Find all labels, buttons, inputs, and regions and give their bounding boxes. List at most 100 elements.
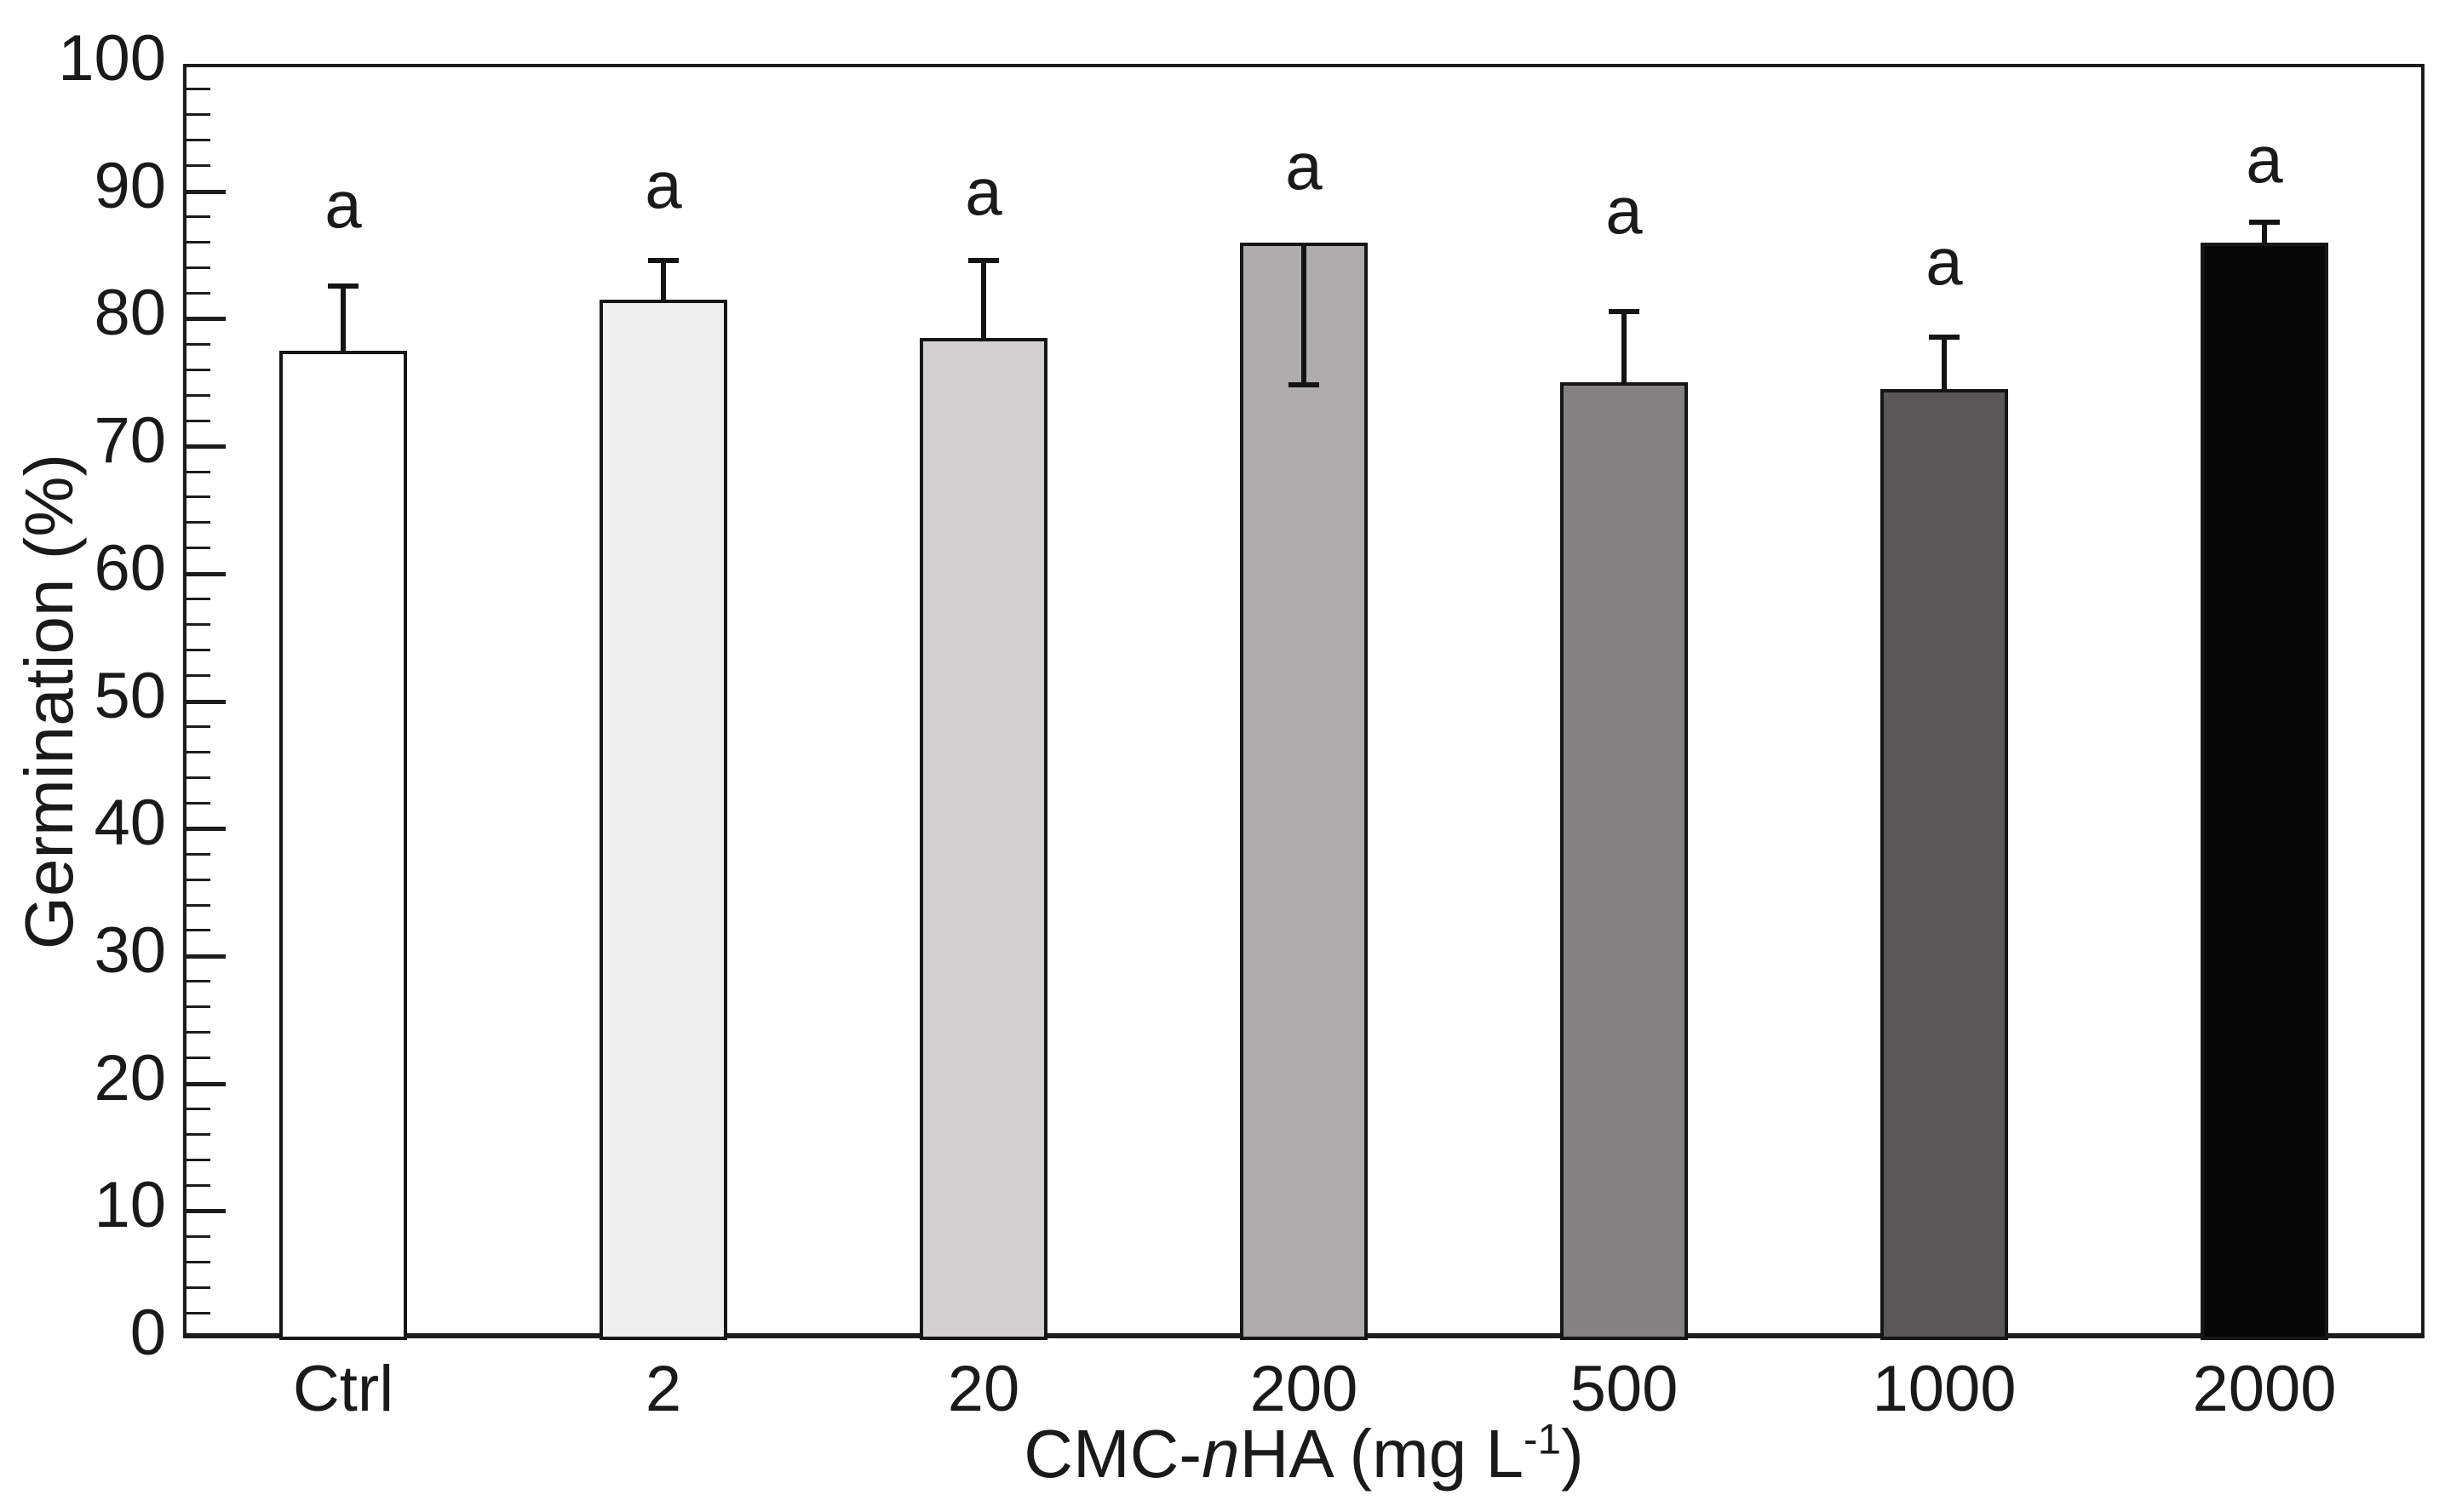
x-axis-title-suffix: ) [1561, 1416, 1584, 1492]
error-bar [1621, 312, 1627, 383]
y-minor-tick [187, 903, 210, 907]
y-tick-label: 70 [94, 404, 166, 478]
y-minor-tick [187, 521, 210, 524]
y-minor-tick [187, 1311, 210, 1314]
error-bar-cap [968, 258, 999, 264]
y-tick-label: 50 [94, 659, 166, 732]
y-minor-tick [187, 291, 210, 295]
y-minor-tick [187, 1286, 210, 1289]
significance-letter: a [965, 153, 1002, 229]
y-minor-tick [187, 342, 210, 346]
y-minor-tick [187, 724, 210, 728]
x-tick-label: Ctrl [292, 1353, 394, 1425]
y-minor-tick [187, 929, 210, 932]
significance-letter: a [324, 166, 362, 242]
significance-letter: a [1925, 224, 1963, 300]
x-tick-label: 2000 [2192, 1353, 2337, 1425]
y-minor-tick [187, 470, 210, 473]
y-minor-tick [187, 1132, 210, 1136]
x-tick-label: 20 [947, 1353, 1020, 1425]
x-axis-title-superscript: -1 [1524, 1415, 1562, 1463]
y-minor-tick [187, 241, 210, 244]
y-major-tick [187, 827, 226, 832]
y-major-tick [187, 1081, 226, 1086]
y-major-tick [187, 444, 226, 450]
error-bar-cap [648, 258, 679, 264]
y-minor-tick [187, 1057, 210, 1060]
bar-Ctrl [279, 350, 407, 1340]
y-minor-tick [187, 1158, 210, 1161]
x-tick-label: 500 [1570, 1353, 1679, 1425]
y-minor-tick [187, 419, 210, 422]
y-minor-tick [187, 649, 210, 652]
y-minor-tick [187, 980, 210, 983]
y-minor-tick [187, 1031, 210, 1034]
bar-20 [920, 337, 1047, 1340]
y-minor-tick [187, 674, 210, 678]
x-tick-label: 1000 [1872, 1353, 2017, 1425]
y-minor-tick [187, 393, 210, 397]
error-bar-cap [1288, 382, 1319, 388]
y-major-tick [187, 189, 226, 194]
y-tick-label: 30 [94, 914, 166, 987]
y-tick-label: 100 [58, 21, 166, 94]
y-minor-tick [187, 495, 210, 499]
error-bar-cap [1929, 334, 1960, 340]
y-major-tick [187, 699, 226, 704]
error-bar-cap [1609, 308, 1639, 314]
y-major-tick [187, 571, 226, 576]
y-minor-tick [187, 1005, 210, 1009]
significance-letter: a [645, 147, 682, 223]
y-tick-label: 0 [129, 1296, 166, 1369]
x-axis-title-italic-n: n [1202, 1416, 1240, 1492]
error-bar [1301, 242, 1306, 383]
y-tick-label: 40 [94, 787, 166, 860]
bar-200 [1240, 242, 1368, 1340]
y-minor-tick [187, 215, 210, 219]
y-tick-label: 80 [94, 277, 166, 350]
y-minor-tick [187, 1234, 210, 1238]
error-bar [2262, 223, 2267, 243]
y-major-tick [187, 1209, 226, 1214]
x-tick-label: 200 [1249, 1353, 1358, 1425]
y-minor-tick [187, 266, 210, 270]
y-minor-tick [187, 750, 210, 753]
y-minor-tick [187, 113, 210, 117]
significance-letter: a [1605, 173, 1643, 249]
y-minor-tick [187, 878, 210, 881]
y-minor-tick [187, 623, 210, 627]
y-minor-tick [187, 368, 210, 371]
bar-1000 [1880, 388, 2008, 1340]
error-bar [661, 261, 666, 300]
y-tick-label: 60 [94, 531, 166, 604]
y-minor-tick [187, 801, 210, 805]
y-tick-label: 20 [94, 1041, 166, 1114]
x-tick-label: 2 [645, 1353, 682, 1425]
error-bar [1942, 337, 1947, 389]
y-minor-tick [187, 547, 210, 550]
bar-2 [600, 299, 727, 1340]
y-minor-tick [187, 164, 210, 168]
y-major-tick [187, 954, 226, 959]
y-minor-tick [187, 1260, 210, 1263]
y-minor-tick [187, 139, 210, 142]
y-minor-tick [187, 598, 210, 601]
significance-letter: a [1285, 128, 1323, 203]
y-major-tick [187, 317, 226, 322]
error-bar [341, 286, 346, 351]
y-minor-tick [187, 776, 210, 779]
bar-2000 [2201, 242, 2328, 1340]
error-bar-cap [2249, 220, 2280, 226]
x-axis-title-mid: HA (mg L [1239, 1416, 1524, 1492]
y-minor-tick [187, 852, 210, 856]
y-minor-tick [187, 1108, 210, 1111]
y-tick-label: 90 [94, 149, 166, 222]
error-bar-cap [328, 283, 359, 289]
bar-500 [1560, 382, 1688, 1340]
error-bar [981, 261, 986, 338]
significance-letter: a [2246, 122, 2283, 198]
y-minor-tick [187, 1183, 210, 1187]
x-axis-title-prefix: CMC- [1024, 1416, 1202, 1492]
y-tick-label: 10 [94, 1169, 166, 1242]
